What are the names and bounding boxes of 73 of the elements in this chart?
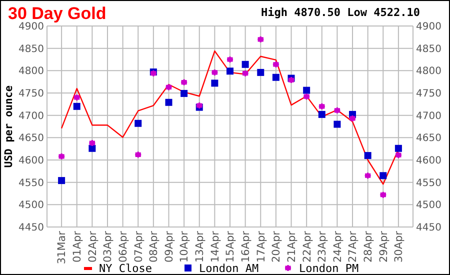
x-tick-label: 30Apr: [393, 230, 406, 263]
x-tick-label: 13Apr: [194, 230, 206, 263]
x-tick-label: 06Apr: [117, 230, 130, 263]
point: [348, 114, 356, 122]
x-tick-label: 23Apr: [316, 230, 329, 263]
x-tick-label: 10Apr: [178, 230, 191, 263]
point: [242, 60, 249, 68]
y-tick-label: 4650: [18, 133, 44, 144]
x-tick-label: 27Apr: [347, 230, 360, 263]
y2-tick-label: 4500: [416, 200, 442, 212]
point: [73, 94, 81, 102]
x-tick-label: 14Apr: [209, 230, 222, 263]
y2-tick-label: 4800: [416, 66, 442, 78]
point: [58, 152, 66, 160]
x-tick-label: 20Apr: [270, 230, 283, 263]
point: [226, 56, 234, 64]
y-tick-label: 4750: [18, 88, 44, 100]
x-tick-label: 16Apr: [240, 230, 252, 263]
point: [380, 172, 387, 180]
legend-label: NY Close: [99, 262, 152, 275]
point: [364, 152, 372, 160]
y2-tick-label: 4650: [416, 133, 442, 144]
y-tick-label: 4900: [18, 22, 44, 32]
point: [88, 144, 96, 152]
y2-tick-label: 4700: [416, 110, 442, 122]
point: [318, 110, 326, 118]
y-tick-label: 4800: [18, 66, 44, 78]
point: [211, 80, 218, 87]
y2-tick-label: 4850: [416, 44, 442, 55]
point: [180, 90, 188, 97]
chart-subtitle: High 4870.50 Low 4522.10: [261, 6, 420, 19]
legend-label: London AM: [199, 262, 259, 275]
x-tick-label: 24Apr: [332, 230, 344, 263]
legend-label: London PM: [299, 262, 359, 275]
chart-title: 30 Day Gold: [8, 4, 106, 23]
y-tick-label: 4850: [18, 44, 44, 55]
x-tick-label: 09Apr: [163, 230, 176, 263]
y-tick-label: 4700: [18, 110, 44, 122]
point: [394, 144, 402, 152]
x-tick-label: 08Apr: [148, 230, 160, 263]
y-axis-title: USD per ounce: [3, 85, 16, 168]
y-tick-label: 4600: [18, 156, 44, 166]
x-tick-label: 17Apr: [255, 230, 268, 263]
y2-tick-label: 4600: [416, 156, 442, 166]
y2-tick-label: 4450: [416, 222, 442, 234]
point: [73, 102, 80, 110]
x-tick-label: 29Apr: [378, 230, 390, 263]
y-tick-label: 4500: [18, 200, 44, 212]
x-tick-label: 03Apr: [102, 230, 114, 263]
point: [334, 120, 341, 128]
point: [226, 68, 234, 75]
point: [394, 151, 402, 159]
x-tick-label: 02Apr: [86, 230, 99, 263]
point: [210, 68, 218, 76]
x-tick-label: 07Apr: [132, 230, 145, 263]
point: [58, 177, 66, 184]
x-tick-label: 22Apr: [301, 230, 314, 263]
point: [257, 68, 264, 76]
x-tick-label: 21Apr: [286, 230, 298, 263]
point: [303, 86, 310, 94]
y-tick-label: 4450: [18, 222, 44, 234]
point: [134, 120, 142, 127]
point: [88, 139, 96, 147]
y-tick-label: 4550: [18, 178, 44, 189]
point: [165, 98, 172, 106]
x-tick-label: 01Apr: [72, 230, 84, 263]
y2-tick-label: 4550: [416, 178, 442, 189]
x-tick-label: 31Mar: [56, 230, 68, 264]
x-tick-label: 28Apr: [362, 230, 374, 263]
y2-tick-label: 4750: [416, 88, 442, 100]
x-tick-label: 15Apr: [224, 230, 237, 263]
point: [272, 74, 280, 81]
y2-tick-label: 4900: [416, 22, 442, 32]
